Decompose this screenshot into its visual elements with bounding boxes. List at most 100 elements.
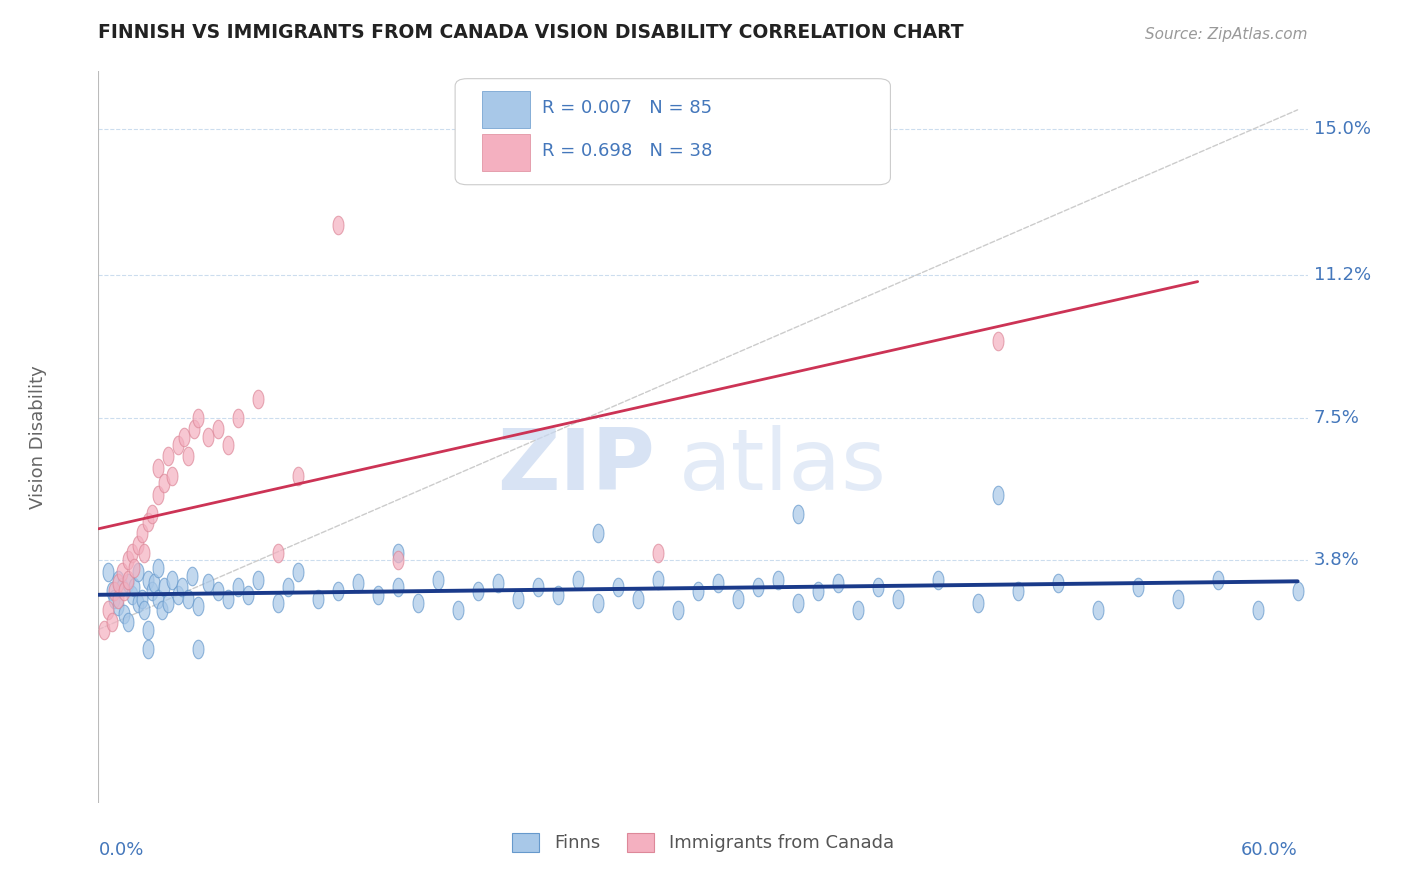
Text: R = 0.698   N = 38: R = 0.698 N = 38 [543, 142, 713, 160]
Point [686, 584, 709, 599]
Point [987, 488, 1010, 502]
Point [247, 392, 270, 406]
Point [162, 573, 184, 587]
Point [1206, 573, 1229, 587]
Point [101, 584, 124, 599]
Point [172, 580, 194, 594]
Point [467, 584, 489, 599]
Text: 60.0%: 60.0% [1241, 841, 1298, 859]
Point [177, 591, 200, 606]
Point [747, 580, 769, 594]
Point [97, 565, 120, 579]
Point [117, 553, 139, 567]
Point [124, 580, 146, 594]
Point [287, 565, 309, 579]
Point [187, 599, 209, 614]
Point [97, 603, 120, 617]
Point [567, 573, 589, 587]
Point [103, 584, 125, 599]
Point [247, 573, 270, 587]
Point [238, 588, 260, 602]
Point [131, 526, 153, 541]
Point [1046, 576, 1069, 591]
Point [148, 461, 170, 475]
Point [447, 603, 470, 617]
Point [627, 591, 650, 606]
Point [103, 591, 125, 606]
Point [277, 580, 299, 594]
Point [887, 591, 910, 606]
Point [647, 573, 669, 587]
Point [387, 580, 409, 594]
Point [112, 607, 135, 622]
Point [846, 603, 869, 617]
Point [347, 576, 370, 591]
Point [228, 580, 250, 594]
Point [866, 580, 889, 594]
Point [1286, 584, 1309, 599]
Text: Source: ZipAtlas.com: Source: ZipAtlas.com [1144, 27, 1308, 42]
Point [121, 545, 143, 559]
Text: 11.2%: 11.2% [1313, 267, 1371, 285]
Point [101, 615, 124, 629]
Point [167, 438, 190, 452]
Legend: Finns, Immigrants from Canada: Finns, Immigrants from Canada [505, 826, 901, 860]
Point [117, 573, 139, 587]
Point [586, 596, 609, 610]
Point [177, 450, 200, 464]
Text: 0.0%: 0.0% [98, 841, 143, 859]
Point [117, 615, 139, 629]
Point [138, 573, 160, 587]
Point [508, 591, 530, 606]
Text: 3.8%: 3.8% [1313, 551, 1360, 569]
Point [328, 219, 350, 233]
Point [138, 641, 160, 656]
Point [267, 545, 290, 559]
Point [406, 596, 429, 610]
Point [93, 623, 115, 637]
FancyBboxPatch shape [482, 134, 530, 170]
Point [187, 641, 209, 656]
Point [124, 561, 146, 575]
Point [107, 573, 129, 587]
Point [1126, 580, 1149, 594]
Point [1167, 591, 1189, 606]
Point [127, 596, 149, 610]
Point [647, 545, 669, 559]
Point [607, 580, 630, 594]
Point [387, 545, 409, 559]
Point [307, 591, 329, 606]
Point [134, 603, 156, 617]
Point [228, 410, 250, 425]
Point [1087, 603, 1109, 617]
Point [153, 580, 176, 594]
Point [1007, 584, 1029, 599]
Point [157, 596, 180, 610]
Point [787, 596, 810, 610]
Point [127, 538, 149, 552]
Point [766, 573, 789, 587]
Point [112, 584, 135, 599]
Point [107, 576, 129, 591]
Point [197, 430, 219, 444]
Text: 7.5%: 7.5% [1313, 409, 1360, 427]
Point [143, 576, 166, 591]
Point [328, 584, 350, 599]
Point [117, 576, 139, 591]
Point [927, 573, 949, 587]
Point [153, 476, 176, 491]
Point [787, 507, 810, 521]
Point [167, 588, 190, 602]
Point [111, 580, 134, 594]
Point [207, 584, 229, 599]
FancyBboxPatch shape [456, 78, 890, 185]
Text: R = 0.007   N = 85: R = 0.007 N = 85 [543, 99, 713, 117]
Point [111, 565, 134, 579]
Point [287, 468, 309, 483]
Text: FINNISH VS IMMIGRANTS FROM CANADA VISION DISABILITY CORRELATION CHART: FINNISH VS IMMIGRANTS FROM CANADA VISION… [98, 23, 965, 42]
Point [173, 430, 195, 444]
Point [148, 488, 170, 502]
Point [148, 591, 170, 606]
FancyBboxPatch shape [482, 91, 530, 128]
Point [157, 450, 180, 464]
